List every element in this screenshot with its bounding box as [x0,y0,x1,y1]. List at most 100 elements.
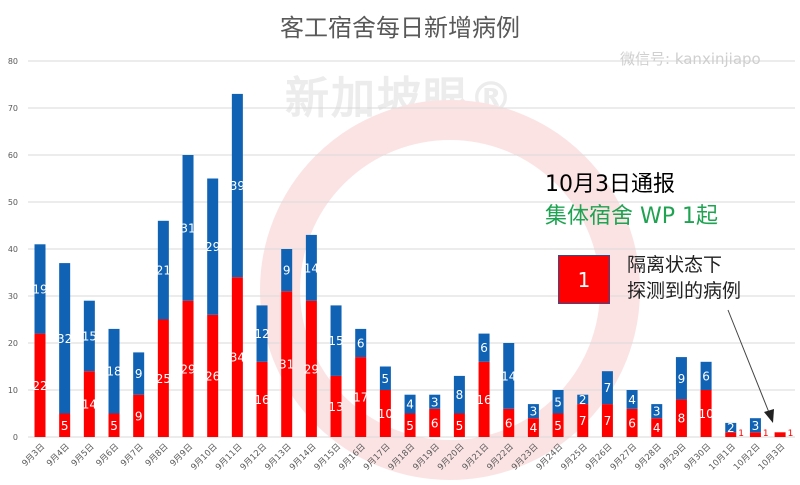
x-tick-label: 9月7日 [119,442,146,469]
bar-segment [478,333,490,362]
x-tick-label: 9月6日 [94,442,121,469]
x-tick-label: 9月8日 [144,442,171,469]
x-tick-label: 9月5日 [70,442,97,469]
data-label: 25 [156,372,171,386]
data-label: 32 [57,332,72,346]
data-label: 15 [82,329,97,343]
data-label: 6 [505,416,513,430]
data-label: 3 [530,405,538,419]
data-label: 4 [653,421,661,435]
bar-segment [626,408,638,437]
data-label: 8 [678,412,686,426]
bar-segment [157,220,169,320]
data-label: 14 [501,369,516,383]
data-label: 21 [156,264,171,278]
bar-segment [527,404,539,419]
bar-segment [601,371,613,405]
y-tick-label: 80 [8,57,18,66]
bar-segment [59,263,71,414]
bar-segment [207,178,219,315]
data-label: 3 [653,405,661,419]
bar-segment [552,413,564,437]
data-label: 17 [353,391,368,405]
bar-segment [453,413,465,437]
bar-segment [601,404,613,437]
bar-segment [749,418,761,433]
bar-segment [305,234,317,301]
bar-segment [404,413,416,437]
bar-segment [774,432,786,437]
x-tick-label: 10月3日 [757,442,788,473]
bar-segment [83,300,95,372]
data-label: 7 [604,414,612,428]
y-tick-label: 50 [8,198,18,207]
data-label: 3 [752,419,760,433]
annotation-date: 10月3日通报 [545,172,675,197]
bar-segment [281,291,293,437]
bar-segment [108,328,120,414]
bar-segment [330,375,342,437]
bar-segment [429,394,441,409]
y-tick-label: 10 [8,386,18,395]
data-label: 34 [230,351,245,365]
y-tick-label: 30 [8,292,18,301]
bar-segment [404,394,416,414]
bar-segment [330,305,342,376]
watermark-wechat: 微信号: kanxinjiapo [620,50,761,68]
data-label: 29 [304,362,319,376]
bar-segment [355,328,367,358]
bar-segment [552,390,564,414]
bar-segment [379,366,391,390]
data-label: 10 [698,407,713,421]
data-label: 9 [678,372,686,386]
data-label: 31 [180,221,195,235]
bar-segment [59,413,71,437]
bar-segment [108,413,120,437]
data-label: 5 [456,419,464,433]
bar-segment [133,394,145,437]
chart-title: 客工宿舍每日新增病例 [280,14,520,42]
bar-segment [355,357,367,437]
bar-segment [700,361,712,390]
bar-segment [256,361,268,437]
data-label: 2 [727,421,735,435]
bar-segment [305,300,317,437]
bar-segment [577,404,589,437]
bar-segment [651,404,663,419]
data-label: 6 [431,416,439,430]
data-label: 14 [304,261,319,275]
bar-segment [626,390,638,409]
annotation-box-label: 隔离状态下 探测到的病例 [627,252,741,304]
y-tick-label: 60 [8,151,18,160]
bar-segment [281,249,293,292]
data-label: 18 [106,365,121,379]
data-label: 7 [604,381,612,395]
bar-segment [157,319,169,437]
data-label: 5 [61,419,69,433]
data-label: 4 [530,421,538,435]
bar-segment [700,390,712,437]
bar-segment [231,277,243,437]
data-label: 29 [180,362,195,376]
data-label: 1 [763,429,769,439]
bar-segment [725,432,737,437]
bar-segment [231,93,243,278]
data-label: 9 [283,264,291,278]
bar-segment [182,300,194,437]
data-label: 4 [406,398,414,412]
y-tick-label: 70 [8,104,18,113]
bar-segment [675,399,687,437]
data-label: 9 [135,409,143,423]
data-label: 13 [328,400,343,414]
data-label: 6 [702,369,710,383]
annotation-dormitory: 集体宿舍 WP 1起 [545,204,719,229]
data-label: 5 [110,419,118,433]
data-label: 39 [230,179,245,193]
annotation-box: 1 [558,255,610,304]
bar-segment [503,408,515,437]
data-label: 31 [279,358,294,372]
watermark-circle [260,100,640,480]
bar-segment [503,343,515,409]
bar-segment [379,390,391,437]
